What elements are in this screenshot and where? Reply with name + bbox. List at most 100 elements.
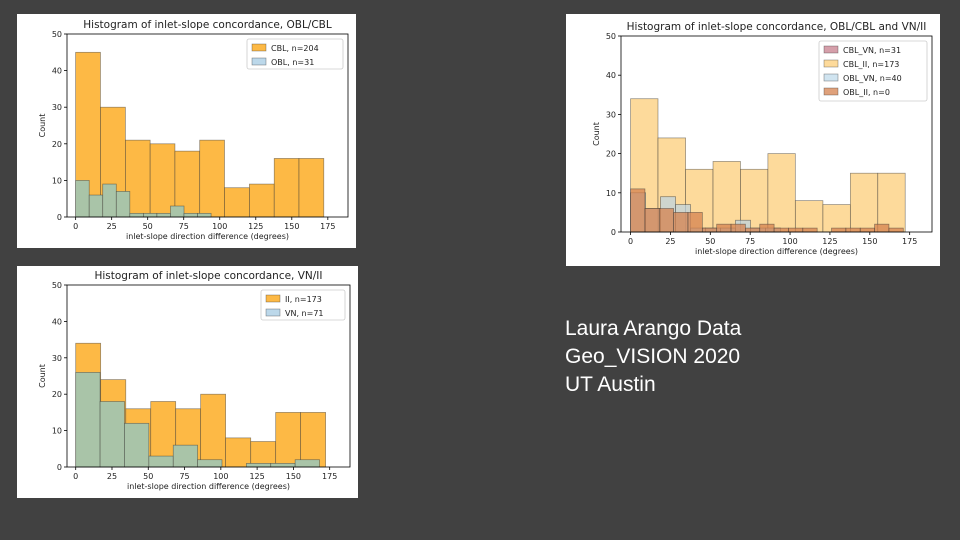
bar <box>794 200 824 233</box>
x-tick-label: 25 <box>665 237 675 246</box>
bar <box>270 463 296 468</box>
credits-line-3: UT Austin <box>565 373 656 396</box>
chart-combined: Histogram of inlet-slope concordance, OB… <box>592 21 933 256</box>
x-tick-label: 150 <box>284 222 299 231</box>
legend-swatch <box>823 87 839 96</box>
bar <box>172 444 198 468</box>
bar <box>102 183 117 218</box>
bar <box>859 227 875 233</box>
bar <box>170 205 185 218</box>
legend-swatch <box>265 308 281 317</box>
bar <box>716 223 732 233</box>
legend-label: CBL_VN, n=31 <box>843 46 901 55</box>
x-tick-label: 50 <box>143 222 153 231</box>
bar <box>300 412 326 468</box>
bar <box>183 212 198 218</box>
y-tick-label: 50 <box>52 281 62 290</box>
bar <box>199 139 225 218</box>
credits-line-1: Laura Arango Data <box>565 317 742 340</box>
bar <box>845 227 861 233</box>
legend-box <box>260 289 346 321</box>
series-3 <box>630 188 904 233</box>
bar <box>874 223 890 233</box>
legend-swatch <box>823 73 839 82</box>
legend-label: VN, n=71 <box>285 309 324 318</box>
y-tick-label: 30 <box>52 354 62 363</box>
series-1 <box>630 98 906 233</box>
y-tick-label: 40 <box>606 71 616 80</box>
x-axis-label: inlet-slope direction difference (degree… <box>126 232 289 241</box>
chart-title: Histogram of inlet-slope concordance, OB… <box>627 21 927 33</box>
bar <box>224 187 250 218</box>
series-1 <box>75 372 320 468</box>
bar <box>630 188 646 233</box>
bar <box>197 459 223 468</box>
bar <box>745 227 761 233</box>
bar <box>767 153 796 233</box>
legend-swatch <box>265 294 281 303</box>
x-tick-label: 100 <box>782 237 797 246</box>
bar <box>701 227 718 233</box>
bar <box>225 437 252 468</box>
bar <box>788 227 804 233</box>
x-tick-label: 75 <box>179 222 189 231</box>
bar <box>673 212 689 233</box>
y-tick-label: 30 <box>606 110 616 119</box>
x-tick-label: 25 <box>107 472 117 481</box>
y-tick-label: 10 <box>606 189 616 198</box>
plot-frame <box>66 284 351 468</box>
x-tick-label: 100 <box>213 472 228 481</box>
bar <box>849 172 879 233</box>
bar <box>759 223 775 233</box>
x-tick-label: 125 <box>249 472 264 481</box>
bar <box>294 459 320 468</box>
legend: II, n=173 VN, n=71 <box>260 289 346 321</box>
x-tick-label: 175 <box>322 472 337 481</box>
histogram-combined: Histogram of inlet-slope concordance, OB… <box>566 14 940 266</box>
x-tick-label: 150 <box>862 237 877 246</box>
y-tick-label: 0 <box>57 463 62 472</box>
y-tick-label: 10 <box>52 176 62 185</box>
x-tick-label: 25 <box>107 222 117 231</box>
chart-obl-cbl: Histogram of inlet-slope concordance, OB… <box>38 19 349 241</box>
x-tick-label: 0 <box>628 237 633 246</box>
bar <box>658 208 674 233</box>
legend-label: OBL_VN, n=40 <box>843 74 902 83</box>
legend-swatch <box>251 43 267 52</box>
x-axis-label: inlet-slope direction difference (degree… <box>127 482 290 491</box>
bar <box>877 172 906 233</box>
bar <box>156 212 171 218</box>
y-tick-label: 40 <box>52 317 62 326</box>
legend: CBL_VN, n=31 CBL_II, n=173 OBL_VN, n=40 OBL… <box>818 40 928 102</box>
chart-vn-ii: Histogram of inlet-slope concordance, VN… <box>38 270 351 491</box>
x-tick-label: 75 <box>179 472 189 481</box>
legend-label: II, n=173 <box>285 295 322 304</box>
bar <box>802 227 818 233</box>
bar <box>773 227 789 233</box>
chart-title: Histogram of inlet-slope concordance, OB… <box>83 19 332 31</box>
legend: CBL, n=204 OBL, n=31 <box>246 38 344 70</box>
bar <box>124 422 150 468</box>
bar <box>822 204 851 233</box>
x-tick-label: 0 <box>73 472 78 481</box>
bar <box>831 227 847 233</box>
x-tick-label: 50 <box>705 237 715 246</box>
legend-box <box>818 40 928 102</box>
histogram-vn-ii: Histogram of inlet-slope concordance, VN… <box>17 266 358 498</box>
y-tick-label: 50 <box>606 32 616 41</box>
plot-frame <box>620 35 933 233</box>
histogram-obl-cbl: Histogram of inlet-slope concordance, OB… <box>17 14 356 248</box>
legend-label: CBL_II, n=173 <box>843 60 899 69</box>
legend-swatch <box>251 57 267 66</box>
bar <box>275 412 302 468</box>
y-axis-label: Count <box>38 114 47 138</box>
bar <box>75 372 101 468</box>
plot-frame <box>66 33 349 218</box>
bar <box>730 223 746 233</box>
y-tick-label: 50 <box>52 30 62 39</box>
bar <box>888 227 904 233</box>
bar <box>250 441 277 468</box>
bar <box>273 158 300 218</box>
x-tick-label: 150 <box>286 472 301 481</box>
bar <box>249 183 275 218</box>
